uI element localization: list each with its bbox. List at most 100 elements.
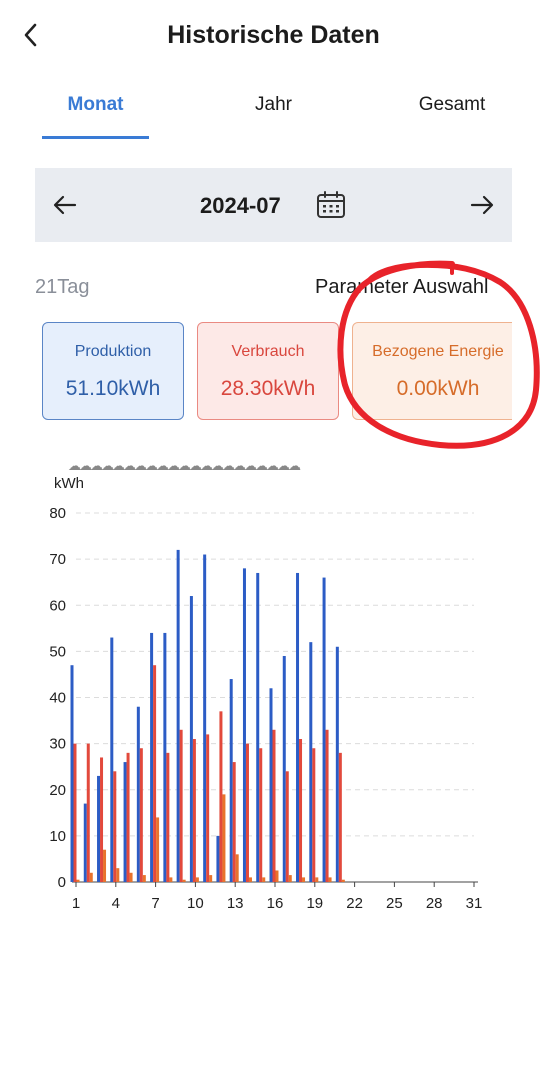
next-month-button[interactable]	[468, 192, 496, 218]
grid-bar	[195, 877, 199, 882]
grid-bar	[142, 875, 146, 882]
consumption-bar	[299, 739, 303, 882]
consumption-bar	[126, 752, 130, 882]
consumption-bar	[192, 739, 196, 882]
production-bar	[110, 637, 114, 882]
production-bar	[335, 646, 339, 882]
grid-bar	[129, 872, 133, 882]
consumption-bar	[100, 757, 104, 882]
grid-bar	[262, 877, 266, 882]
production-bar	[136, 706, 140, 882]
chart-legend: ☁☁☁☁☁☁☁☁☁☁☁☁☁☁☁☁☁☁☁☁☁	[68, 458, 301, 473]
consumption-bar	[312, 748, 316, 882]
production-bar	[163, 632, 167, 882]
arrow-right-icon	[470, 195, 494, 215]
active-tab-indicator	[42, 136, 149, 139]
y-tick-label: 20	[49, 782, 66, 799]
consumption-label: Verbrauch	[231, 343, 305, 360]
grid-bar	[248, 877, 252, 882]
y-tick-label: 40	[49, 690, 66, 707]
page-title: Historische Daten	[167, 21, 380, 49]
chevron-left-icon	[24, 23, 37, 47]
arrow-left-icon	[53, 195, 77, 215]
y-tick-label: 30	[49, 736, 66, 753]
header: Historische Daten	[0, 0, 547, 70]
consumption-bar	[219, 711, 223, 882]
grid-bar	[302, 877, 306, 882]
x-tick-label: 13	[227, 895, 244, 912]
production-card[interactable]: Produktion 51.10kWh	[42, 322, 184, 420]
y-tick-label: 70	[49, 551, 66, 568]
x-tick-label: 19	[306, 895, 323, 912]
y-axis-label: kWh	[54, 475, 84, 492]
period-tabs: Monat Jahr Gesamt	[0, 86, 547, 142]
grid-bar	[169, 877, 173, 882]
parameter-select[interactable]: Parameter Auswahl	[315, 276, 489, 298]
production-bar	[83, 803, 87, 882]
daily-energy-chart: kWh 0 10 20 30 40 50 60 70 80 1 4 7 10 13 16 19 22 25 28 31	[49, 475, 483, 912]
calendar-button[interactable]	[316, 190, 346, 220]
x-tick-label: 25	[386, 895, 403, 912]
consumption-bar	[206, 734, 210, 882]
consumption-bar	[232, 762, 236, 882]
grid-bar	[209, 875, 213, 882]
y-tick-label: 50	[49, 643, 66, 660]
production-bar	[282, 655, 286, 882]
selected-month: 2024-07	[200, 193, 281, 218]
production-bar	[189, 596, 193, 882]
back-button[interactable]	[18, 20, 46, 50]
x-tick-label: 4	[112, 895, 120, 912]
x-tick-label: 1	[72, 895, 80, 912]
consumption-bar	[166, 752, 170, 882]
consumption-value: 28.30kWh	[220, 377, 316, 400]
date-selector: 2024-07	[35, 168, 512, 242]
consumption-bar	[259, 748, 263, 882]
y-tick-label: 60	[49, 597, 66, 614]
consumption-bar	[325, 729, 329, 882]
production-bar	[123, 762, 127, 882]
grid-bar	[275, 870, 279, 882]
grid-bar	[315, 877, 319, 882]
production-bar	[229, 679, 233, 882]
y-tick-label: 10	[49, 828, 66, 845]
consumption-bar	[73, 743, 77, 882]
grid-bar	[76, 879, 80, 882]
production-bar	[296, 572, 300, 882]
previous-month-button[interactable]	[51, 192, 79, 218]
grid-energy-card[interactable]: Bezogene Energie 0.00kWh	[352, 322, 512, 420]
grid-bar	[156, 817, 160, 882]
production-bar	[70, 665, 74, 882]
consumption-bar	[179, 729, 183, 882]
production-bar	[176, 549, 180, 882]
y-tick-label: 80	[49, 505, 66, 522]
x-tick-label: 22	[346, 895, 363, 912]
grid-bar	[328, 877, 332, 882]
grid-bar	[116, 868, 120, 882]
production-bar	[256, 572, 260, 882]
tab-year[interactable]: Jahr	[255, 94, 292, 115]
calendar-icon	[317, 191, 345, 218]
consumption-bar	[338, 752, 342, 882]
production-bar	[269, 688, 273, 882]
grid-bar	[222, 794, 226, 882]
grid-energy-value: 0.00kWh	[396, 377, 480, 400]
production-bar	[216, 835, 220, 882]
summary-cards: Produktion 51.10kWh Verbrauch 28.30kWh B…	[42, 322, 512, 420]
x-tick-label: 31	[466, 895, 483, 912]
x-tick-label: 16	[267, 895, 284, 912]
consumption-bar	[272, 729, 276, 882]
production-label: Produktion	[74, 343, 152, 360]
grid-bar	[288, 875, 292, 882]
consumption-bar	[245, 743, 249, 882]
tab-total[interactable]: Gesamt	[418, 94, 486, 115]
production-bar	[322, 577, 326, 882]
production-bar	[150, 632, 154, 882]
tab-month[interactable]: Monat	[67, 94, 124, 115]
day-count: 21Tag	[35, 276, 90, 298]
grid-bar	[182, 879, 186, 882]
grid-bar	[341, 879, 345, 882]
consumption-card[interactable]: Verbrauch 28.30kWh	[197, 322, 339, 420]
consumption-bar	[86, 743, 90, 882]
consumption-bar	[139, 748, 143, 882]
grid-bar	[103, 849, 107, 882]
